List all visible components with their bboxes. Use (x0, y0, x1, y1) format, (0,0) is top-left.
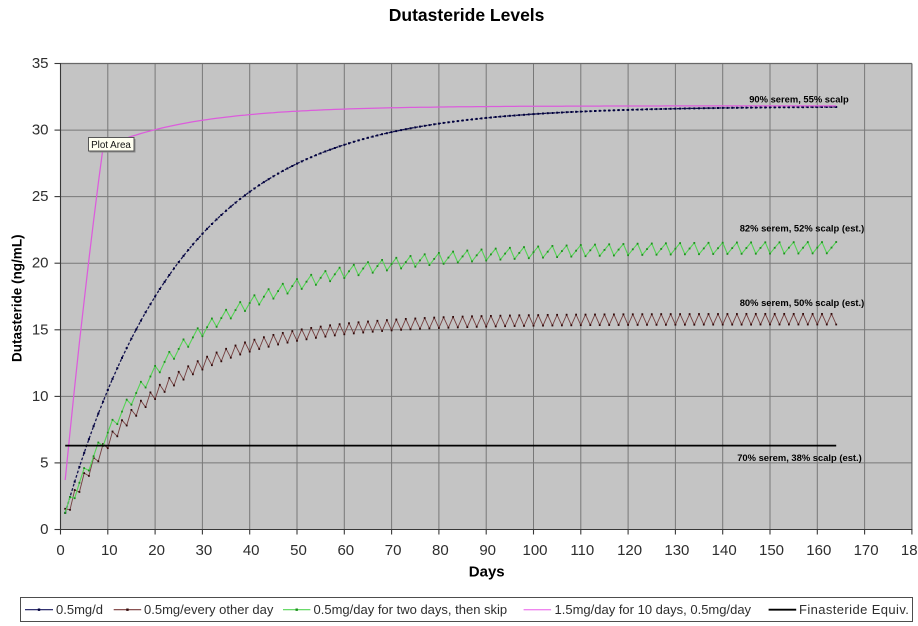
svg-text:0.5mg/day for two days, then s: 0.5mg/day for two days, then skip (314, 602, 508, 617)
svg-text:30: 30 (32, 122, 49, 139)
svg-text:1.5mg/day for 10 days, 0.5mg/d: 1.5mg/day for 10 days, 0.5mg/day (555, 602, 752, 617)
svg-text:25: 25 (32, 188, 49, 205)
svg-text:160: 160 (806, 542, 831, 559)
svg-text:50: 50 (290, 542, 307, 559)
svg-text:0: 0 (40, 521, 48, 538)
svg-text:15: 15 (32, 321, 49, 338)
svg-text:180: 180 (901, 542, 918, 559)
svg-text:20: 20 (32, 255, 49, 272)
svg-text:35: 35 (32, 55, 49, 72)
svg-text:Plot Area: Plot Area (91, 140, 131, 151)
svg-text:Days: Days (469, 564, 505, 581)
svg-text:120: 120 (617, 542, 642, 559)
svg-text:10: 10 (101, 542, 118, 559)
svg-text:80% serem, 50% scalp (est.): 80% serem, 50% scalp (est.) (740, 297, 865, 308)
svg-text:Finasteride Equiv.: Finasteride Equiv. (799, 602, 909, 617)
svg-text:Dutasteride Levels: Dutasteride Levels (389, 5, 545, 25)
svg-text:140: 140 (712, 542, 737, 559)
svg-text:150: 150 (759, 542, 784, 559)
svg-text:Dutasteride (ng/mL): Dutasteride (ng/mL) (10, 234, 25, 362)
svg-text:0.5mg/every other day: 0.5mg/every other day (144, 602, 274, 617)
svg-text:40: 40 (243, 542, 260, 559)
svg-text:90: 90 (479, 542, 496, 559)
svg-text:110: 110 (570, 542, 594, 559)
svg-text:90% serem, 55% scalp: 90% serem, 55% scalp (749, 93, 849, 104)
svg-text:80: 80 (432, 542, 449, 559)
svg-text:170: 170 (854, 542, 879, 559)
svg-text:30: 30 (196, 542, 213, 559)
svg-text:70: 70 (385, 542, 402, 559)
svg-text:60: 60 (337, 542, 354, 559)
svg-text:130: 130 (664, 542, 689, 559)
svg-text:0: 0 (56, 542, 64, 559)
svg-text:5: 5 (40, 454, 48, 471)
svg-text:70% serem, 38% scalp (est.): 70% serem, 38% scalp (est.) (737, 452, 862, 463)
svg-text:100: 100 (522, 542, 547, 559)
svg-text:10: 10 (32, 388, 49, 405)
svg-text:0.5mg/d: 0.5mg/d (56, 602, 103, 617)
svg-text:82% serem, 52% scalp (est.): 82% serem, 52% scalp (est.) (740, 222, 865, 233)
svg-text:20: 20 (148, 542, 165, 559)
